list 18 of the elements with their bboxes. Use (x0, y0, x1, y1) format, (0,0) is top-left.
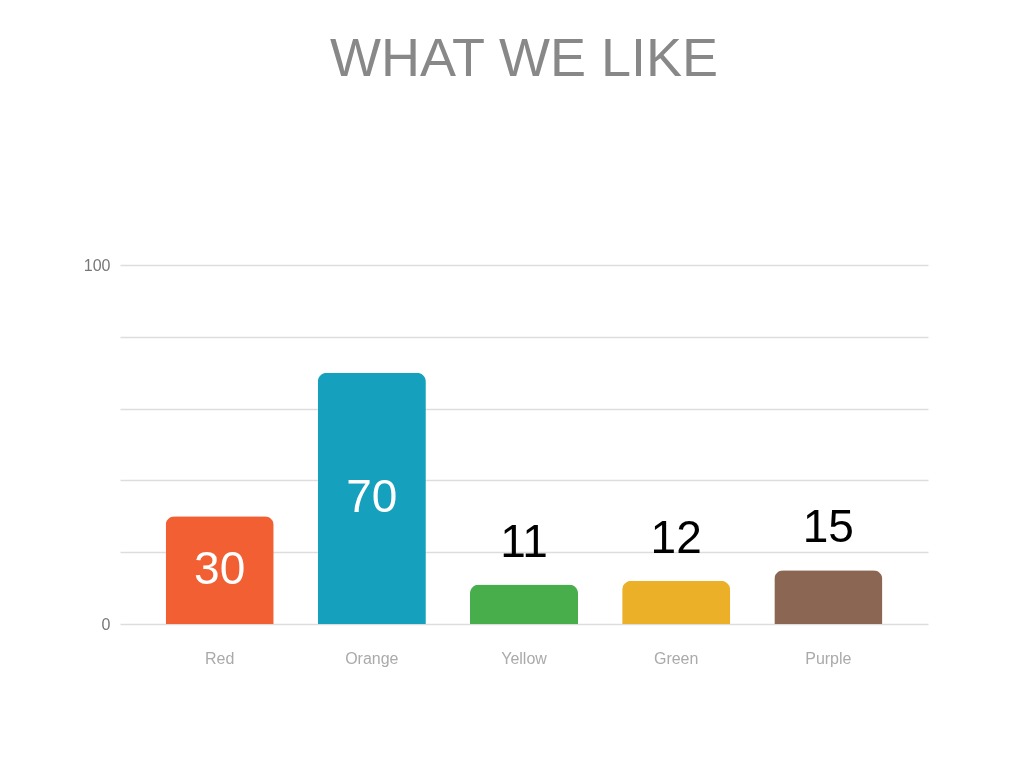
bar (469, 584, 579, 624)
data-label: 30 (194, 542, 246, 595)
y-tick-label: 100 (83, 256, 111, 274)
x-tick-label: Purple (805, 649, 852, 667)
bar (774, 570, 883, 624)
x-tick-label: Green (653, 649, 699, 667)
data-label: 12 (650, 510, 702, 563)
bar (165, 516, 274, 624)
y-tick-label: 0 (101, 615, 111, 633)
x-tick-label: Yellow (501, 649, 548, 667)
x-tick-label: Red (204, 649, 235, 667)
bar (622, 580, 731, 624)
bar (317, 372, 426, 624)
x-tick-label: Orange (345, 649, 399, 667)
chart-title: WHAT WE LIKE (329, 27, 719, 87)
data-label: 11 (500, 514, 548, 567)
data-label: 70 (346, 470, 398, 523)
data-label: 15 (802, 500, 854, 553)
